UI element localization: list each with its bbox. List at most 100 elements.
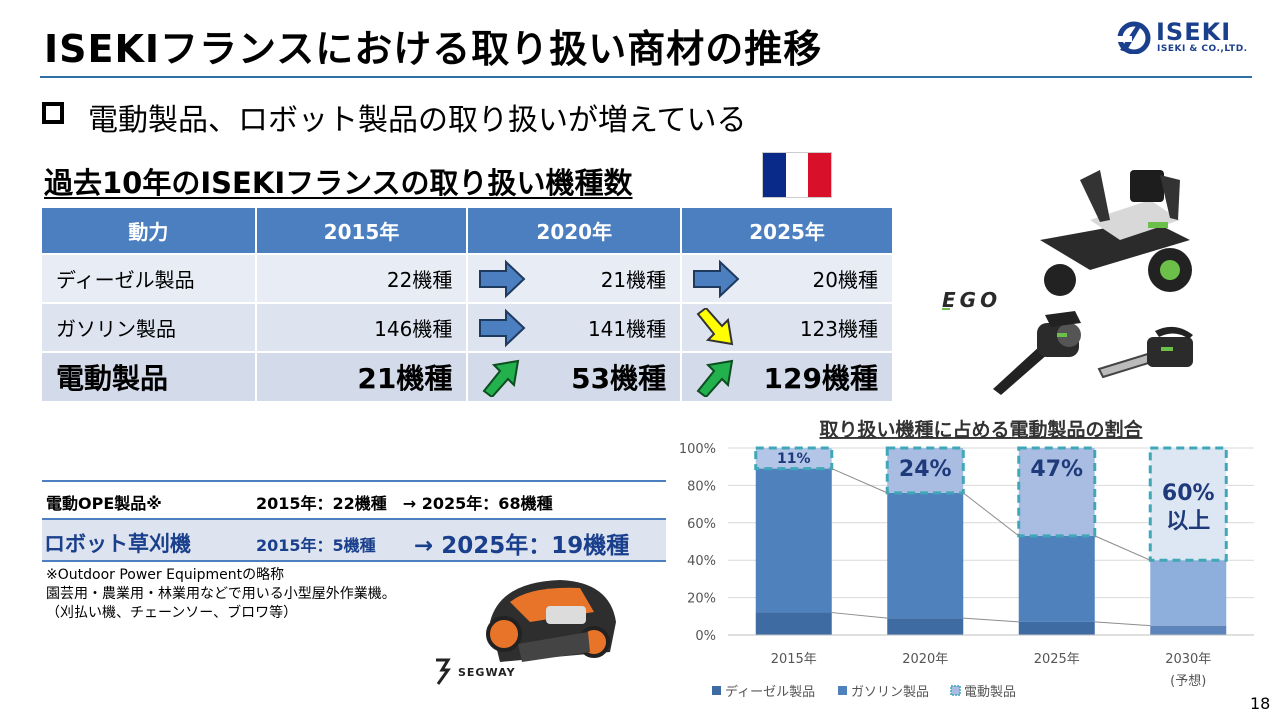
table-row-diesel: ディーゼル製品 22機種 21機種 20機種	[42, 253, 894, 303]
series-connector	[831, 468, 888, 494]
data-label: 11%	[777, 451, 811, 467]
ope-divider-middle	[42, 518, 666, 520]
bar-segment	[755, 612, 832, 635]
legend-label: ディーゼル製品	[725, 684, 815, 700]
row-label: 電動製品	[42, 351, 257, 401]
cell-2020: 53機種	[467, 351, 683, 401]
y-tick-label: 0%	[695, 629, 716, 644]
section-heading: 過去10年のISEKIフランスの取り扱い機種数	[44, 166, 633, 200]
robot-value-2015: 2015年：5機種	[256, 536, 376, 555]
x-tick-label: 2030年	[1165, 652, 1211, 667]
data-label: 24%	[899, 457, 952, 482]
table-header-row: 動力 2015年 2020年 2025年	[42, 208, 894, 254]
bar-segment	[1017, 446, 1097, 538]
arrow-right-icon	[479, 308, 526, 347]
ego-logo: EGO	[942, 288, 997, 312]
arrow-up-right-icon	[482, 359, 520, 397]
x-tick-label: 2025年	[1034, 652, 1080, 667]
logo-word: ISEKI	[1156, 18, 1232, 46]
y-tick-label: 60%	[687, 517, 716, 532]
ope-divider-top	[42, 480, 666, 482]
bar-segment	[755, 468, 832, 613]
footnote-line: （刈払い機、チェーンソー、ブロワ等）	[46, 605, 298, 621]
iseki-logo: ISEKI ISEKI & CO.,LTD.	[1116, 18, 1256, 56]
header-2015: 2015年	[255, 208, 469, 254]
footnote: ※Outdoor Power Equipmentの略称 園芸用・農業用・林業用な…	[46, 566, 396, 623]
ego-chainsaw-image	[1097, 326, 1193, 379]
bar-segment	[1018, 621, 1095, 635]
cell-2020: 141機種	[467, 302, 683, 352]
x-tick-sublabel: (予想)	[1170, 673, 1206, 689]
flag-stripe-white	[785, 153, 809, 197]
bar-segment	[887, 618, 964, 635]
chart-title: 取り扱い機種に占める電動製品の割合	[819, 418, 1143, 441]
cell-2015: 22機種	[255, 253, 469, 303]
page-number: 18	[1250, 694, 1271, 713]
robot-row-bg	[42, 520, 666, 560]
iseki-logo-icon	[1116, 21, 1151, 54]
bar-segment	[1150, 560, 1227, 626]
ope-divider-bottom	[42, 560, 666, 562]
robot-value-2025: → 2025年：19機種	[414, 533, 630, 559]
ego-blower-image	[993, 311, 1081, 395]
series-connector	[963, 617, 1019, 623]
title-divider	[40, 76, 1252, 78]
cell-2025: 20機種	[681, 253, 894, 303]
legend-label: ガソリン製品	[851, 685, 929, 700]
bar-segment	[1148, 446, 1228, 562]
legend-swatch	[950, 685, 961, 696]
square-bullet-icon	[42, 102, 64, 124]
data-label: 47%	[1030, 457, 1083, 482]
robot-label: ロボット草刈機	[44, 532, 191, 556]
footnote-line: ※Outdoor Power Equipmentの略称	[46, 567, 285, 583]
bar-segment	[754, 446, 834, 471]
cell-value: 141機種	[587, 317, 667, 341]
arrow-right-icon	[479, 259, 526, 298]
segway-robot-mower-image	[486, 580, 616, 662]
row-label: ガソリン製品	[42, 302, 257, 352]
series-connector	[1094, 621, 1151, 627]
header-2025: 2025年	[681, 208, 894, 254]
cell-2015: 21機種	[255, 351, 469, 401]
page-title: ISEKIフランスにおける取り扱い商材の推移	[44, 27, 823, 71]
cell-value: 53機種	[571, 362, 667, 395]
ope-value: 2015年：22機種 → 2025年：68機種	[256, 494, 553, 513]
cell-2015: 146機種	[255, 302, 469, 352]
segway-logo-text: SEGWAY	[458, 666, 516, 679]
cell-2025: 129機種	[681, 351, 894, 401]
flag-stripe-blue	[763, 153, 786, 197]
data-label: 以上	[1166, 509, 1210, 534]
cell-value: 21機種	[600, 268, 667, 292]
series-connector	[831, 612, 888, 619]
cell-2025: 123機種	[681, 302, 894, 352]
segway-logo: SEGWAY	[436, 658, 516, 685]
cell-value: 20機種	[812, 268, 878, 292]
france-flag-icon	[762, 152, 832, 198]
arrow-up-right-icon	[696, 359, 734, 397]
bar-segment	[1150, 625, 1227, 635]
y-tick-label: 20%	[687, 592, 716, 607]
flag-stripe-red	[808, 153, 832, 197]
electric-ratio-chart: 取り扱い機種に占める電動製品の割合 0% 20% 40% 60% 80% 100% 11% 20…	[679, 418, 1254, 700]
x-tick-label: 2020年	[902, 652, 948, 667]
ope-label: 電動OPE製品※	[46, 494, 162, 513]
data-label: 60%	[1162, 481, 1215, 506]
table-row-electric: 電動製品 21機種 53機種 129機種	[42, 351, 894, 401]
header-2020: 2020年	[467, 208, 683, 254]
bar-segment	[885, 446, 965, 495]
models-table: 動力 2015年 2020年 2025年 ディーゼル製品 22機種 21機種 2…	[42, 208, 894, 401]
y-tick-label: 80%	[687, 479, 716, 494]
x-tick-label: 2015年	[771, 652, 817, 667]
cell-value: 123機種	[799, 317, 878, 341]
series-connector	[962, 492, 1020, 537]
bar-segment	[1018, 535, 1095, 622]
subtitle: 電動製品、ロボット製品の取り扱いが増えている	[88, 103, 747, 138]
cell-value: 129機種	[763, 362, 878, 395]
table-row-gasoline: ガソリン製品 146機種 141機種 123機種	[42, 302, 894, 352]
logo-sub: ISEKI & CO.,LTD.	[1157, 44, 1248, 54]
legend-swatch	[712, 686, 721, 695]
legend-label: 電動製品	[964, 685, 1016, 700]
series-connector	[1094, 535, 1151, 561]
y-tick-label: 100%	[679, 442, 716, 457]
arrow-down-right-icon	[696, 307, 734, 345]
